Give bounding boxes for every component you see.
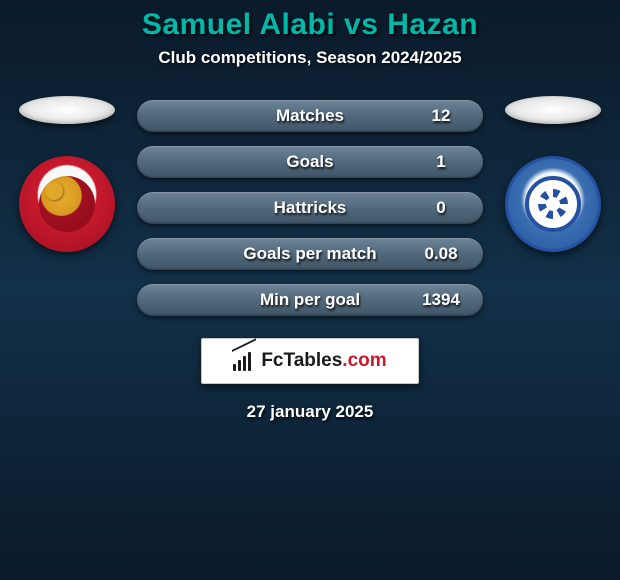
stat-right-value: 0.08 — [419, 244, 463, 264]
logo-text: FcTables.com — [261, 350, 386, 372]
logo-tld: .com — [342, 350, 386, 371]
player-right-oval — [505, 96, 601, 124]
player-left-oval — [19, 96, 115, 124]
stat-right-value: 0 — [419, 198, 463, 218]
stat-right-value: 12 — [419, 106, 463, 126]
stat-label: Goals — [286, 152, 333, 172]
stat-row-hattricks: Hattricks 0 — [137, 192, 483, 224]
logo-brand: FcTables — [261, 350, 342, 371]
club-badge-right-inner — [525, 176, 581, 232]
stat-row-matches: Matches 12 — [137, 100, 483, 132]
stat-row-gpm: Goals per match 0.08 — [137, 238, 483, 270]
subtitle: Club competitions, Season 2024/2025 — [158, 48, 461, 68]
stat-label: Goals per match — [243, 244, 376, 264]
comparison-card: Samuel Alabi vs Hazan Club competitions,… — [0, 0, 620, 580]
stat-right-value: 1 — [419, 152, 463, 172]
stat-row-goals: Goals 1 — [137, 146, 483, 178]
main-row: Matches 12 Goals 1 Hattricks 0 Goals per… — [0, 96, 620, 316]
page-title: Samuel Alabi vs Hazan — [142, 8, 478, 42]
stat-right-value: 1394 — [419, 290, 463, 310]
fctables-logo: FcTables.com — [201, 338, 419, 384]
stat-row-mpg: Min per goal 1394 — [137, 284, 483, 316]
stat-label: Hattricks — [274, 198, 347, 218]
stat-label: Matches — [276, 106, 344, 126]
club-badge-left-inner — [39, 176, 95, 232]
stat-label: Min per goal — [260, 290, 360, 310]
player-right-column — [493, 96, 613, 252]
club-badge-right — [505, 156, 601, 252]
stats-column: Matches 12 Goals 1 Hattricks 0 Goals per… — [137, 96, 483, 316]
date-line: 27 january 2025 — [247, 402, 374, 422]
logo-bars-icon — [233, 351, 255, 371]
player-left-column — [7, 96, 127, 252]
club-badge-left — [19, 156, 115, 252]
